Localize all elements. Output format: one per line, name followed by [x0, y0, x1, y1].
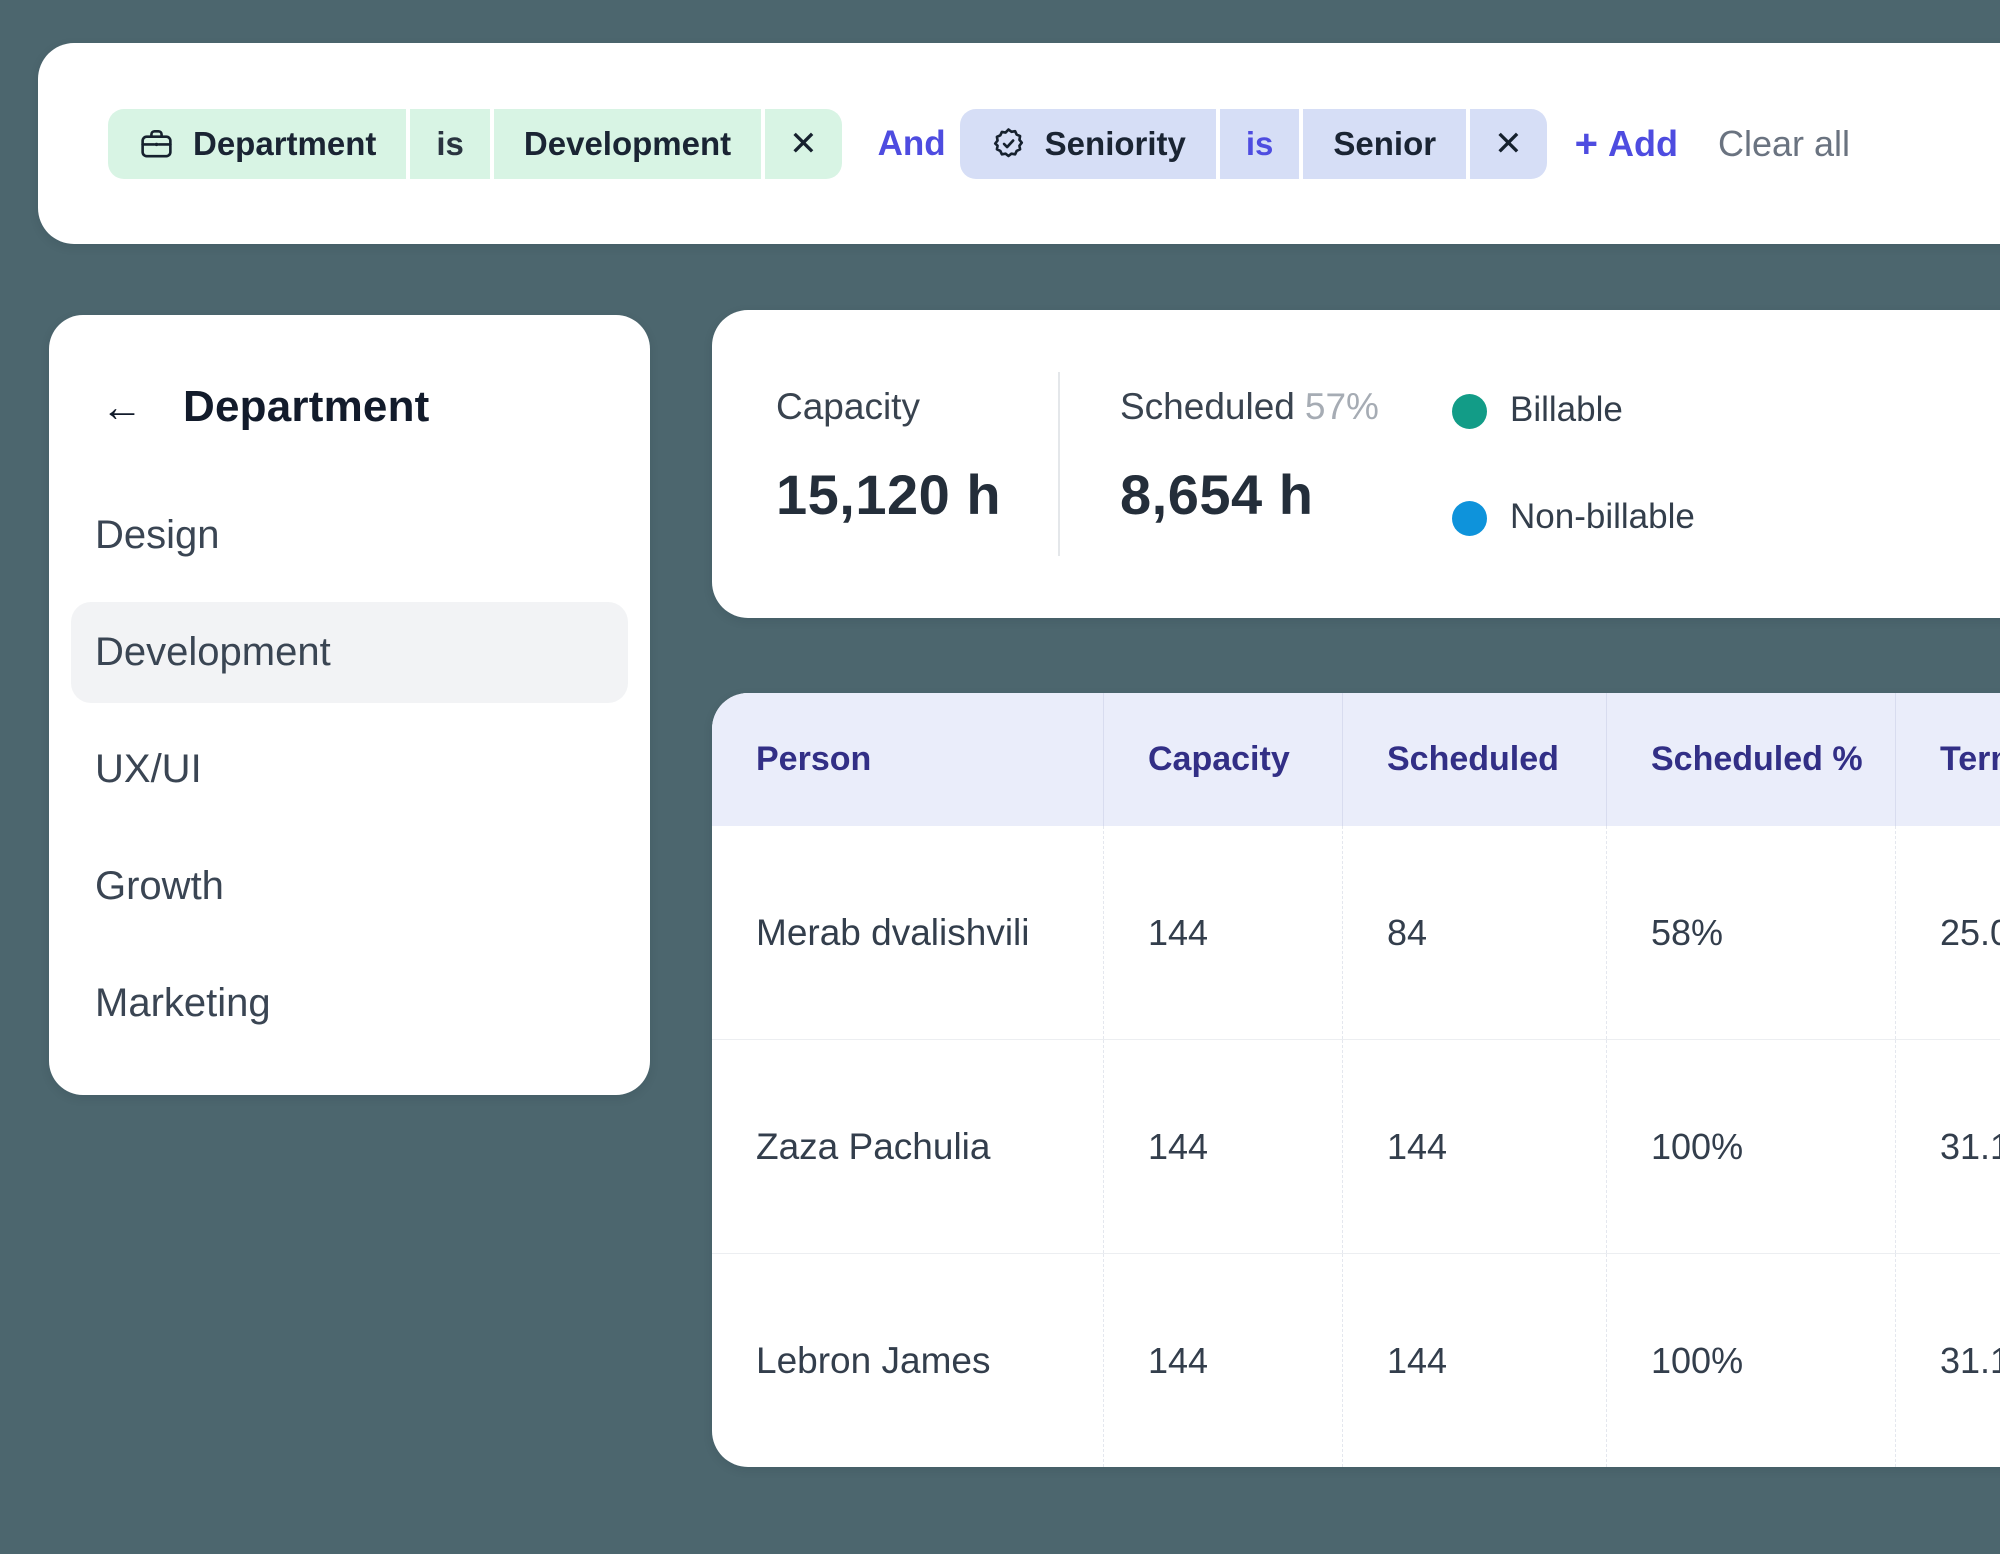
non-billable-label: Non-billable	[1510, 497, 1695, 536]
filter-value-label: Senior	[1333, 124, 1437, 162]
capacity-cell: 144	[1103, 1040, 1342, 1253]
filter-chip-department[interactable]: Department is Development ✕	[108, 108, 842, 179]
person-name: Lebron James	[756, 1339, 991, 1381]
column-header-scheduled: Scheduled	[1342, 693, 1606, 826]
add-filter-button[interactable]: + Add	[1575, 123, 1678, 165]
filter-operator[interactable]: is	[1219, 108, 1300, 179]
scheduled-value: 8,654 h	[1120, 463, 1314, 526]
department-panel: ← Department Design Development UX/UI Gr…	[49, 315, 650, 1095]
person-name: Merab dvalishvili	[756, 911, 1030, 953]
clear-all-button[interactable]: Clear all	[1717, 122, 1850, 164]
people-table: Person Capacity Scheduled Scheduled % Te…	[712, 693, 2000, 1467]
scheduled-cell: 144	[1342, 1254, 1606, 1467]
table-header: Person Capacity Scheduled Scheduled % Te…	[712, 693, 2000, 826]
filter-value[interactable]: Development	[493, 108, 762, 179]
department-item-development[interactable]: Development	[71, 602, 628, 703]
filter-bar: Department is Development ✕ And Seniorit…	[38, 43, 2000, 244]
capacity-summary-card: Capacity 15,120 h Scheduled 57% 8,654 h B…	[712, 310, 2000, 618]
back-arrow-icon[interactable]: ←	[101, 383, 143, 430]
column-header-capacity: Capacity	[1103, 693, 1342, 826]
filter-connector: And	[877, 123, 946, 163]
filter-operator-label: is	[1245, 124, 1274, 162]
capacity-value: 15,120 h	[776, 463, 1002, 526]
capacity-cell: 144	[1103, 1254, 1342, 1467]
scheduled-pct-cell: 100%	[1606, 1254, 1895, 1467]
filter-operator[interactable]: is	[410, 108, 490, 179]
scheduled-percent: 57%	[1304, 386, 1379, 427]
panel-header: ← Department	[49, 379, 650, 435]
scheduled-label: Scheduled 57%	[1120, 386, 1379, 427]
remove-filter-button[interactable]: ✕	[765, 108, 842, 179]
filter-chip-seniority[interactable]: Seniority is Senior ✕	[959, 108, 1547, 179]
term-cell: 25.0	[1895, 826, 2000, 1039]
column-header-scheduled-pct: Scheduled %	[1606, 693, 1895, 826]
scheduled-cell: 144	[1342, 1040, 1606, 1253]
person-name: Zaza Pachulia	[756, 1125, 991, 1167]
filter-value[interactable]: Senior	[1303, 108, 1467, 179]
department-item-uxui[interactable]: UX/UI	[95, 747, 202, 791]
scheduled-pct-cell: 100%	[1606, 1040, 1895, 1253]
non-billable-dot-icon	[1452, 501, 1487, 536]
briefcase-icon	[141, 130, 172, 158]
panel-title: Department	[183, 382, 430, 431]
table-body: Merab dvalishvili 144 84 58% 25.0 Zaza P…	[712, 826, 2000, 1467]
add-filter-label: Add	[1607, 122, 1678, 164]
table-row[interactable]: Lebron James 144 144 100% 31.12	[712, 1253, 2000, 1467]
scheduled-cell: 84	[1342, 826, 1606, 1039]
capacity-label: Capacity	[776, 386, 920, 427]
divider	[1058, 372, 1060, 556]
department-item-design[interactable]: Design	[95, 513, 220, 557]
filter-operator-label: is	[436, 124, 464, 162]
filter-value-label: Development	[523, 124, 732, 162]
billable-label: Billable	[1510, 390, 1623, 429]
term-cell: 31.12	[1895, 1040, 2000, 1253]
filter-field-label: Seniority	[1044, 124, 1186, 162]
billable-dot-icon	[1452, 394, 1487, 429]
filter-chip-field[interactable]: Seniority	[959, 108, 1216, 179]
billable-legend: Billable 6,985h 81% Non-billable 1,669h …	[1452, 310, 2000, 618]
scheduled-pct-cell: 58%	[1606, 826, 1895, 1039]
department-list: Design Development UX/UI Growth Marketin…	[49, 485, 650, 1054]
badge-check-icon	[993, 128, 1023, 158]
column-header-term: Term	[1895, 693, 2000, 826]
remove-filter-button[interactable]: ✕	[1470, 108, 1547, 179]
close-icon: ✕	[789, 124, 818, 163]
table-row[interactable]: Merab dvalishvili 144 84 58% 25.0	[712, 826, 2000, 1039]
table-row[interactable]: Zaza Pachulia 144 144 100% 31.12	[712, 1039, 2000, 1253]
capacity-cell: 144	[1103, 826, 1342, 1039]
filter-chip-field[interactable]: Department	[108, 108, 407, 179]
department-item-marketing[interactable]: Marketing	[95, 981, 271, 1025]
term-cell: 31.12	[1895, 1254, 2000, 1467]
department-item-growth[interactable]: Growth	[95, 864, 224, 908]
plus-icon: +	[1574, 121, 1598, 166]
column-header-person: Person	[756, 740, 872, 778]
close-icon: ✕	[1494, 124, 1523, 163]
filter-field-label: Department	[193, 124, 377, 162]
